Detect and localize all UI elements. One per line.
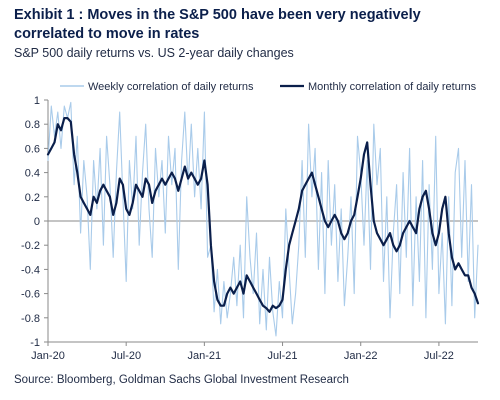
x-tick-label: Jan-22	[344, 350, 378, 362]
y-tick-label: 0.6	[25, 143, 40, 155]
x-tick-label: Jan-21	[188, 350, 222, 362]
x-tick-label: Jul-22	[424, 350, 454, 362]
x-tick-label: Jul-20	[111, 350, 141, 362]
monthly-correlation-line	[46, 116, 480, 313]
x-tick-label: Jan-20	[31, 350, 65, 362]
page-title: Exhibit 1 : Moves in the S&P 500 have be…	[14, 7, 421, 42]
y-tick-label: -0.8	[21, 313, 40, 325]
y-tick-label: 0.4	[25, 168, 40, 180]
y-tick-label: 0.8	[25, 119, 40, 131]
y-tick-label: -0.4	[21, 264, 40, 276]
y-tick-label: -0.6	[21, 289, 40, 301]
source-note: Source: Bloomberg, Goldman Sachs Global …	[14, 374, 349, 386]
x-tick-label: Jul-21	[268, 350, 298, 362]
chart-subtitle: S&P 500 daily returns vs. US 2-year dail…	[14, 46, 294, 60]
chart-legend: Weekly correlation of daily returns Month…	[60, 81, 477, 93]
y-tick-label: 1	[34, 95, 40, 107]
y-tick-label: 0	[34, 216, 40, 228]
chart-series	[46, 101, 480, 337]
y-tick-label: 0.2	[25, 192, 40, 204]
y-tick-label: -1	[30, 337, 40, 349]
weekly-correlation-line	[47, 101, 479, 337]
legend-monthly-label: Monthly correlation of daily returns	[308, 81, 477, 93]
chart-container: 1 0.8 0.6 0.4 0.2 0 -0.2 -0.4 -0.6 -0.8 -1 Jan-20 Ju…	[0, 72, 500, 368]
legend-weekly-label: Weekly correlation of daily returns	[88, 81, 254, 93]
y-tick-label: -0.2	[21, 240, 40, 252]
